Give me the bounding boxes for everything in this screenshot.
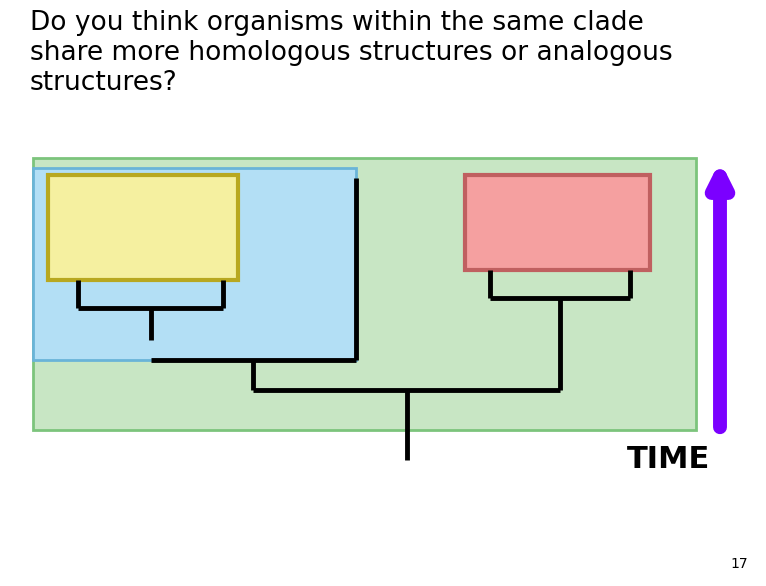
- Text: 17: 17: [730, 557, 748, 571]
- Bar: [465, 175, 650, 270]
- Text: Do you think organisms within the same clade
share more homologous structures or: Do you think organisms within the same c…: [30, 10, 673, 96]
- Bar: [33, 158, 696, 430]
- Bar: [48, 175, 238, 280]
- Text: TIME: TIME: [627, 445, 710, 474]
- Bar: [33, 168, 356, 360]
